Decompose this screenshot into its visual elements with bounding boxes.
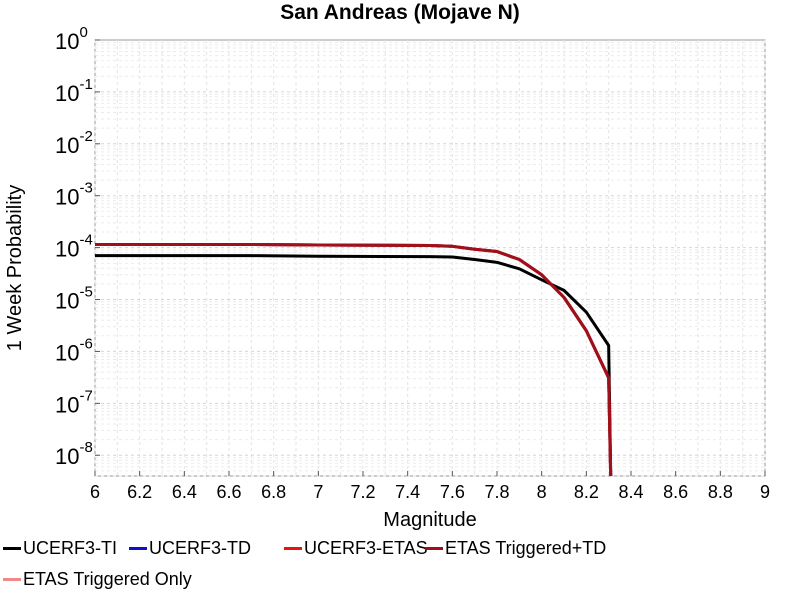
legend-swatch — [284, 547, 302, 550]
legend-item: UCERF3-TI — [3, 538, 117, 559]
series-lines — [95, 242, 613, 476]
legend-swatch — [3, 578, 21, 581]
y-tick-label: 10-6 — [55, 335, 93, 365]
x-tick-label: 6.6 — [216, 482, 241, 502]
legend-label: UCERF3-TI — [23, 538, 117, 558]
x-tick-label: 7.4 — [395, 482, 420, 502]
y-tick-label: 10-4 — [55, 232, 93, 262]
y-tick-label: 100 — [55, 24, 88, 54]
y-tick-label: 10-7 — [55, 387, 93, 417]
y-tick-label: 10-8 — [55, 439, 93, 469]
legend-label: UCERF3-ETAS — [304, 538, 428, 558]
x-tick-label: 6.2 — [127, 482, 152, 502]
x-tick-label: 8.6 — [663, 482, 688, 502]
legend-label: ETAS Triggered+TD — [445, 538, 607, 558]
x-axis-label: Magnitude — [383, 509, 476, 531]
x-tick-label: 7.6 — [440, 482, 465, 502]
series-line — [95, 242, 613, 476]
x-tick-label: 6.4 — [172, 482, 197, 502]
x-tick-label: 6.8 — [261, 482, 286, 502]
y-tick-label: 10-2 — [55, 128, 93, 158]
legend-swatch — [425, 547, 443, 550]
x-tick-label: 8 — [537, 482, 547, 502]
series-line — [95, 254, 613, 476]
legend-label: ETAS Triggered Only — [23, 569, 192, 589]
legend-item: UCERF3-ETAS — [284, 538, 428, 559]
chart-title: San Andreas (Mojave N) — [280, 1, 520, 24]
x-tick-label: 7 — [313, 482, 323, 502]
x-tick-label: 8.8 — [708, 482, 733, 502]
grid-lines — [94, 40, 766, 477]
legend-item: UCERF3-TD — [129, 538, 251, 559]
y-tick-label: 10-3 — [55, 180, 93, 210]
y-tick-label: 10-5 — [55, 284, 93, 314]
x-tick-label: 8.4 — [618, 482, 643, 502]
x-axis-ticks: 6 6.2 6.4 6.6 6.8 7 7.2 7.4 7.6 7.8 8 8.2 8.4 8.6 8.8 9 — [90, 471, 770, 502]
legend-swatch — [3, 547, 21, 550]
x-tick-label: 6 — [90, 482, 100, 502]
legend-item: ETAS Triggered Only — [3, 569, 192, 590]
legend-label: UCERF3-TD — [149, 538, 251, 558]
legend-item: ETAS Triggered+TD — [425, 538, 606, 559]
y-axis-label: 1 Week Probability — [4, 185, 26, 351]
y-axis-ticks: 100 10-1 10-2 10-3 10-4 10-5 10-6 10-7 10-8 — [55, 24, 100, 469]
y-tick-label: 10-1 — [55, 76, 93, 106]
x-tick-label: 7.8 — [484, 482, 509, 502]
legend-swatch — [129, 547, 147, 550]
x-tick-label: 9 — [760, 482, 770, 502]
x-tick-label: 8.2 — [574, 482, 599, 502]
legend: UCERF3-TI UCERF3-TD UCERF3-ETAS ETAS Trigge… — [0, 538, 800, 598]
chart: San Andreas (Mojave N) 10010-110-210-310… — [4, 1, 770, 531]
x-tick-label: 7.2 — [350, 482, 375, 502]
